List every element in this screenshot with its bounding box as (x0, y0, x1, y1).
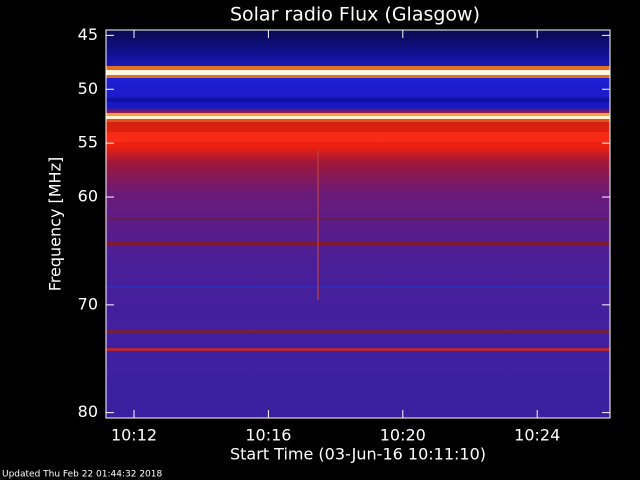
x-tick-label: 10:24 (514, 426, 560, 445)
y-tick-label: 60 (78, 187, 98, 206)
y-tick-label: 55 (78, 133, 98, 152)
x-tick-label: 10:16 (245, 426, 291, 445)
chart-title: Solar radio Flux (Glasgow) (230, 4, 480, 26)
plot-frame (105, 29, 611, 419)
y-tick-label: 50 (78, 79, 98, 98)
y-axis-label: Frequency [MHz] (46, 157, 65, 291)
y-tick-label: 80 (78, 402, 98, 421)
x-tick-label: 10:20 (380, 426, 426, 445)
y-tick-label: 45 (78, 25, 98, 44)
footer: Updated Thu Feb 22 01:44:32 2018 (2, 470, 163, 480)
x-axis-label: Start Time (03-Jun-16 10:11:10) (230, 445, 486, 464)
x-tick-label: 10:12 (111, 426, 157, 445)
spectrogram (106, 30, 610, 418)
y-tick-label: 70 (78, 294, 98, 313)
